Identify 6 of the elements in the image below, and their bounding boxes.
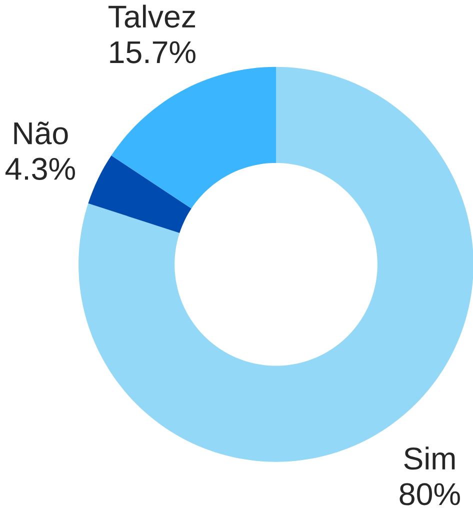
slice-label: Não xyxy=(14,122,68,144)
data-label: 4.3% xyxy=(5,158,75,180)
data-label: 80% xyxy=(400,483,460,506)
slice-label: Talvez xyxy=(108,4,195,28)
data-label: 15.7% xyxy=(110,41,196,64)
slice-label: Sim xyxy=(404,446,454,470)
